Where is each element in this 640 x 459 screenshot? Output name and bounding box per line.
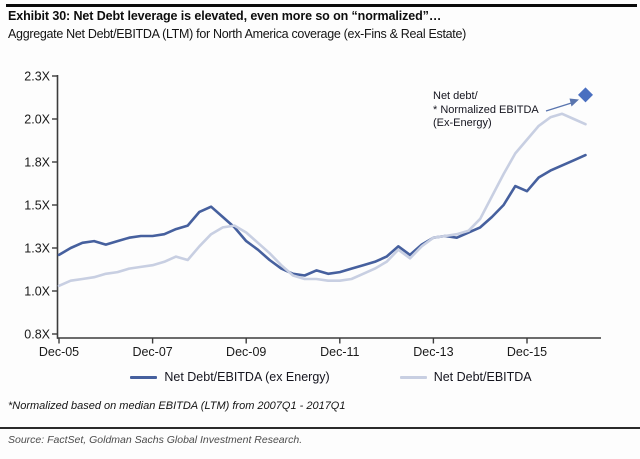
- chart-legend: Net Debt/EBITDA (ex Energy) Net Debt/EBI…: [57, 369, 605, 385]
- chart-footnote: *Normalized based on median EBITDA (LTM)…: [8, 400, 346, 412]
- y-tick-label: 0.8X: [24, 327, 50, 341]
- x-tick-label: Dec-11: [320, 345, 359, 359]
- legend-item-ex-energy: Net Debt/EBITDA (ex Energy): [130, 370, 330, 384]
- legend-line-swatch-dark: [130, 375, 158, 379]
- source-divider: [0, 427, 640, 429]
- normalized-marker-annotation: Net debt/ * Normalized EBITDA (Ex-Energy…: [433, 90, 539, 129]
- y-tick-label: 1.3X: [24, 241, 50, 255]
- source-line: Source: FactSet, Goldman Sachs Global In…: [8, 434, 303, 446]
- legend-label: Net Debt/EBITDA (ex Energy): [164, 370, 330, 384]
- chart-title: Exhibit 30: Net Debt leverage is elevate…: [8, 9, 442, 23]
- x-tick-label: Dec-09: [226, 345, 266, 359]
- legend-label: Net Debt/EBITDA: [433, 370, 532, 384]
- y-tick-label: 2.3X: [24, 69, 50, 83]
- legend-line-swatch-light: [399, 375, 427, 379]
- top-divider: [6, 4, 637, 7]
- y-tick-label: 2.0X: [24, 112, 50, 126]
- series-line-ex-energy: [57, 153, 587, 277]
- chart-subtitle: Aggregate Net Debt/EBITDA (LTM) for Nort…: [8, 27, 466, 41]
- x-tick-label: Dec-15: [507, 345, 547, 359]
- y-tick-label: 1.0X: [24, 284, 50, 298]
- annotation-arrow: [545, 98, 579, 112]
- series-line-all-in: [57, 112, 587, 288]
- x-tick-label: Dec-13: [413, 345, 453, 359]
- normalized-diamond-marker: [578, 87, 593, 103]
- y-tick-label: 1.8X: [24, 155, 50, 169]
- y-tick-label: 1.5X: [24, 198, 50, 212]
- x-tick-label: Dec-07: [132, 345, 172, 359]
- x-tick-label: Dec-05: [39, 345, 79, 359]
- legend-item-all-in: Net Debt/EBITDA: [399, 370, 532, 384]
